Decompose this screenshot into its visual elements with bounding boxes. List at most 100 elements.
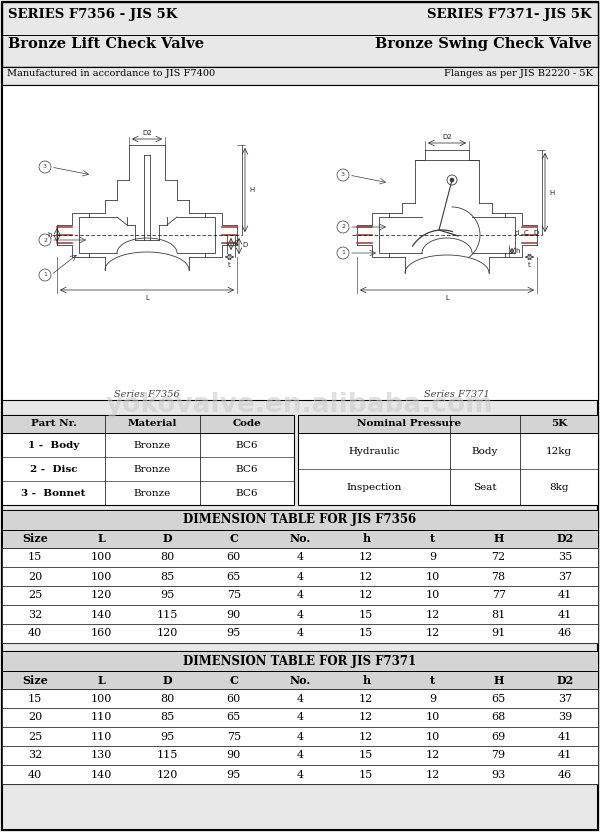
Bar	[2, 727, 598, 746]
Text: No.: No.	[289, 533, 311, 544]
Text: 10: 10	[425, 731, 440, 741]
Text: BC6: BC6	[236, 464, 258, 473]
Text: SERIES F7356 - JIS 5K: SERIES F7356 - JIS 5K	[8, 8, 178, 21]
Text: 12: 12	[425, 610, 440, 620]
Text: 15: 15	[28, 552, 42, 562]
Text: D2: D2	[442, 134, 452, 140]
Text: h: h	[47, 232, 52, 238]
Text: D: D	[242, 242, 247, 248]
Text: 95: 95	[227, 628, 241, 638]
Text: 100: 100	[91, 694, 112, 704]
Text: 100: 100	[91, 552, 112, 562]
Bar	[2, 415, 294, 433]
Text: Bronze: Bronze	[134, 488, 171, 498]
Text: 12: 12	[359, 712, 373, 722]
Text: Bronze: Bronze	[134, 440, 171, 449]
Text: 15: 15	[28, 694, 42, 704]
Bar	[2, 586, 598, 605]
Text: 25: 25	[28, 591, 42, 601]
Bar	[2, 689, 598, 708]
Text: 100: 100	[91, 572, 112, 582]
Text: 12kg: 12kg	[546, 447, 572, 455]
Text: DIMENSION TABLE FOR JIS F7356: DIMENSION TABLE FOR JIS F7356	[184, 513, 416, 527]
Text: 140: 140	[91, 610, 112, 620]
Text: 90: 90	[227, 610, 241, 620]
Text: 160: 160	[91, 628, 112, 638]
Text: h: h	[362, 533, 370, 544]
Text: Material: Material	[128, 419, 177, 428]
Text: 4: 4	[296, 694, 304, 704]
Text: Size: Size	[22, 675, 48, 686]
Text: Body: Body	[472, 447, 498, 455]
Text: 120: 120	[157, 628, 178, 638]
Text: 40: 40	[28, 628, 42, 638]
Text: 9: 9	[429, 552, 436, 562]
Text: 12: 12	[359, 731, 373, 741]
Text: 4: 4	[296, 628, 304, 638]
Text: 78: 78	[491, 572, 506, 582]
Text: D2: D2	[142, 130, 152, 136]
Text: 10: 10	[425, 712, 440, 722]
Text: 46: 46	[558, 770, 572, 780]
Text: Flanges as per JIS B2220 - 5K: Flanges as per JIS B2220 - 5K	[444, 69, 593, 78]
Text: C: C	[229, 675, 238, 686]
Bar	[298, 415, 598, 433]
Bar	[2, 624, 598, 643]
Text: 32: 32	[28, 610, 42, 620]
Text: No.: No.	[289, 675, 311, 686]
Text: 91: 91	[491, 628, 506, 638]
Bar	[2, 605, 598, 624]
Text: 93: 93	[491, 770, 506, 780]
Text: 130: 130	[91, 750, 112, 760]
Text: 4: 4	[296, 712, 304, 722]
Text: 77: 77	[491, 591, 506, 601]
Text: SERIES F7371- JIS 5K: SERIES F7371- JIS 5K	[427, 8, 592, 21]
Text: 140: 140	[91, 770, 112, 780]
Text: BC6: BC6	[236, 440, 258, 449]
Text: 120: 120	[157, 770, 178, 780]
Text: 2: 2	[43, 237, 47, 242]
Text: h: h	[515, 248, 520, 254]
Text: D2: D2	[556, 675, 574, 686]
Text: 41: 41	[558, 731, 572, 741]
Text: 12: 12	[425, 628, 440, 638]
Bar	[2, 746, 598, 765]
Text: 10: 10	[425, 572, 440, 582]
Bar	[2, 671, 598, 689]
Text: 65: 65	[227, 572, 241, 582]
Text: 110: 110	[91, 731, 112, 741]
Text: 41: 41	[558, 750, 572, 760]
Text: 95: 95	[160, 591, 175, 601]
Bar	[2, 85, 598, 400]
Text: 69: 69	[491, 731, 506, 741]
Bar	[2, 567, 598, 586]
Text: Manufactured in accordance to JIS F7400: Manufactured in accordance to JIS F7400	[7, 69, 215, 78]
Text: D: D	[163, 675, 172, 686]
Text: 65: 65	[227, 712, 241, 722]
Text: 72: 72	[491, 552, 506, 562]
Text: 2: 2	[341, 225, 345, 230]
Text: Bronze Swing Check Valve: Bronze Swing Check Valve	[375, 37, 592, 51]
Text: BC6: BC6	[236, 488, 258, 498]
Text: Nominal Pressure: Nominal Pressure	[357, 419, 461, 428]
Text: H: H	[493, 533, 504, 544]
Bar	[2, 67, 598, 85]
Text: 60: 60	[227, 694, 241, 704]
Bar	[2, 651, 598, 671]
Bar	[2, 510, 598, 530]
Text: 3: 3	[43, 165, 47, 170]
Text: H: H	[549, 190, 554, 196]
Text: 4: 4	[296, 610, 304, 620]
Text: Series F7371: Series F7371	[424, 390, 490, 399]
Text: 32: 32	[28, 750, 42, 760]
Text: C: C	[229, 533, 238, 544]
Bar	[2, 708, 598, 727]
Text: 4: 4	[296, 770, 304, 780]
Text: 115: 115	[157, 610, 178, 620]
Text: C: C	[524, 230, 529, 236]
Text: L: L	[145, 295, 149, 301]
Text: 115: 115	[157, 750, 178, 760]
Text: L: L	[97, 675, 105, 686]
Text: 20: 20	[28, 572, 42, 582]
Text: 40: 40	[28, 770, 42, 780]
